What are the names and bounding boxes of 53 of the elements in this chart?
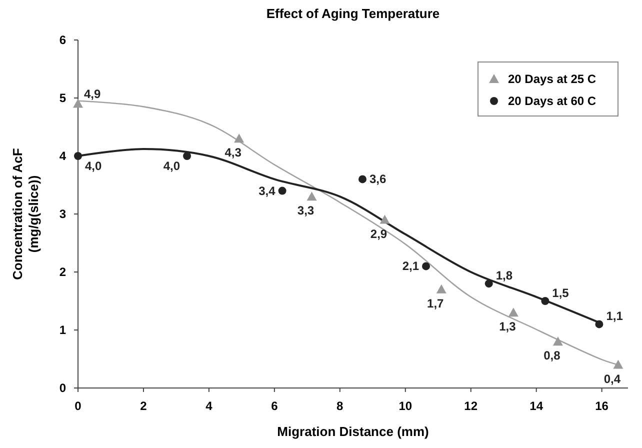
point (183, 152, 192, 160)
point (358, 175, 366, 184)
data-label: 4,0 (85, 159, 102, 173)
point (73, 98, 83, 108)
y-tick-label: 6 (59, 33, 66, 47)
point (234, 134, 244, 143)
data-label: 1,3 (499, 320, 516, 334)
data-label: 4,0 (163, 159, 180, 173)
data-label: 3,3 (297, 204, 314, 218)
legend-label: 20 Days at 60 C (508, 94, 596, 108)
point (613, 360, 624, 369)
x-tick-label: 2 (140, 399, 148, 413)
x-tick-label: 16 (595, 399, 609, 413)
data-label: 4,3 (224, 146, 242, 160)
data-label: 3,4 (258, 184, 276, 198)
data-label: 2,1 (402, 259, 420, 274)
point (552, 336, 563, 346)
data-label: 1,7 (427, 296, 444, 310)
point (484, 280, 493, 288)
point (422, 262, 430, 270)
point (541, 297, 550, 305)
x-tick-label: 6 (271, 399, 278, 413)
point (74, 152, 82, 160)
y-tick-label: 1 (59, 323, 66, 337)
y-tick-label: 2 (59, 265, 66, 279)
x-tick-label: 8 (336, 399, 344, 413)
y-tick-label: 4 (59, 149, 66, 163)
data-label: 0,8 (544, 348, 561, 363)
x-tick-label: 10 (398, 399, 412, 413)
data-label: 3,6 (369, 172, 386, 186)
data-label: 1,1 (606, 309, 624, 324)
y-tick-label: 5 (59, 91, 66, 105)
x-axis-title: Migration Distance (mm) (277, 424, 429, 439)
point (306, 192, 317, 201)
x-tick-label: 12 (464, 399, 478, 413)
data-label: 2,9 (370, 226, 388, 241)
x-tick-label: 0 (74, 399, 82, 413)
data-label: 1,8 (496, 268, 513, 283)
y-tick-label: 3 (59, 207, 66, 221)
x-tick-label: 14 (530, 399, 544, 413)
point (380, 214, 390, 224)
data-label: 4,9 (84, 86, 102, 101)
point (508, 308, 518, 317)
data-label: 0,4 (604, 372, 621, 386)
point (595, 320, 604, 328)
y-axis-title: Concentration of AcF (mg/g(slice)) (10, 148, 41, 280)
y-tick-label: 0 (59, 381, 66, 395)
chart-title: Effect of Aging Temperature (266, 6, 440, 21)
legend-label: 20 Days at 25 C (508, 72, 596, 86)
point (278, 186, 286, 195)
data-label: 1,5 (552, 286, 570, 300)
point (436, 284, 446, 294)
x-tick-label: 4 (206, 399, 213, 413)
